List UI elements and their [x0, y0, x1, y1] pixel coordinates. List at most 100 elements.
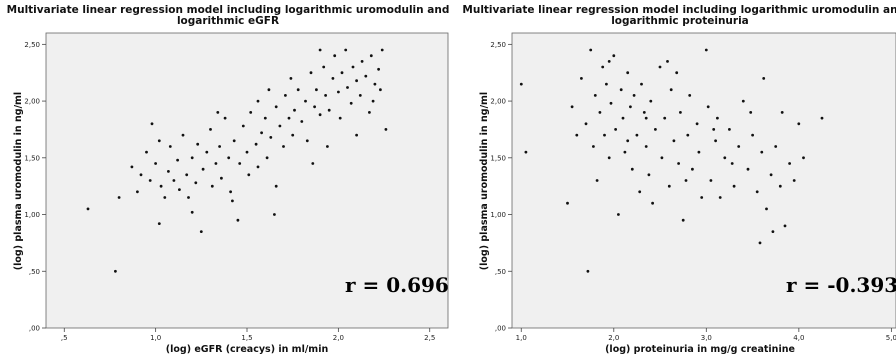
correlation-annotation: r = -0.393 [786, 273, 896, 297]
data-point [741, 99, 745, 103]
y-axis-label: (log) plasma uromodulin in ng/ml [479, 92, 490, 270]
data-point [178, 188, 181, 192]
x-axis-label: (log) eGFR (creacys) in ml/min [166, 344, 329, 354]
y-tick-label: ,50 [29, 268, 40, 276]
data-point [249, 111, 253, 114]
data-point [566, 201, 569, 205]
data-point [218, 145, 222, 148]
data-point [660, 156, 664, 160]
data-point [663, 116, 667, 120]
data-point [619, 88, 623, 92]
data-point [313, 105, 316, 109]
data-point [644, 145, 648, 148]
data-point [190, 210, 194, 214]
data-point [751, 133, 754, 137]
data-point [324, 94, 327, 97]
data-point [254, 142, 258, 146]
data-point [274, 105, 278, 109]
data-point [229, 190, 233, 194]
data-point [247, 173, 251, 177]
data-point [778, 184, 782, 188]
data-point [377, 67, 380, 71]
y-tick-label: ,00 [495, 325, 506, 333]
data-point [327, 108, 331, 112]
data-point [626, 71, 630, 75]
data-point [369, 54, 373, 58]
data-point [355, 133, 358, 137]
data-point [114, 269, 117, 273]
data-point [783, 224, 787, 228]
data-point [607, 60, 611, 63]
correlation-annotation: r = 0.696 [345, 273, 449, 297]
y-tick-label: 2,50 [24, 41, 40, 49]
data-point [718, 196, 722, 199]
data-point [273, 213, 276, 216]
data-point [716, 116, 719, 120]
data-point [194, 181, 198, 185]
data-point [635, 133, 639, 137]
data-point [241, 124, 245, 128]
chart-panel-egfr: Multivariate linear regression model inc… [7, 4, 450, 354]
data-point [788, 162, 791, 165]
data-point [117, 196, 121, 199]
chart-title: Multivariate linear regression model inc… [462, 4, 896, 16]
data-point [658, 65, 662, 69]
data-point [338, 116, 342, 120]
data-point [86, 207, 90, 211]
data-point [274, 184, 278, 188]
data-point [340, 71, 344, 75]
data-point [797, 122, 801, 126]
chart-title-line-2: logarithmic eGFR [177, 15, 279, 27]
data-point [305, 139, 309, 143]
data-point [267, 88, 271, 92]
y-axis-label: (log) plasma uromodulin in ng/ml [13, 92, 24, 270]
data-point [346, 86, 349, 89]
data-point [598, 111, 602, 114]
data-point [704, 48, 708, 52]
y-tick-label: ,50 [495, 268, 506, 276]
data-point [820, 116, 824, 120]
data-point [695, 122, 699, 126]
data-point [580, 77, 583, 80]
data-point [570, 105, 574, 109]
data-point [688, 94, 692, 97]
data-point [304, 99, 307, 103]
data-point [136, 190, 139, 194]
data-point [168, 145, 172, 148]
data-point [231, 199, 234, 203]
data-point [589, 48, 593, 52]
data-point [311, 162, 315, 165]
data-point [595, 179, 599, 182]
data-point [697, 150, 701, 154]
data-point [765, 207, 768, 211]
data-point [524, 150, 528, 154]
x-axis-label: (log) proteinuria in mg/g creatinine [605, 344, 795, 354]
data-point [780, 111, 784, 114]
data-point [364, 74, 368, 78]
x-tick-label: 1,0 [516, 334, 527, 342]
data-point [647, 173, 651, 177]
data-point [358, 94, 362, 97]
x-tick-label: 5,0 [886, 334, 896, 342]
data-point [649, 99, 653, 103]
data-point [185, 173, 189, 177]
data-point [584, 122, 588, 126]
data-point [227, 156, 231, 160]
data-point [762, 77, 766, 80]
data-point [216, 111, 220, 114]
data-point [593, 94, 597, 97]
data-point [667, 184, 671, 188]
chart-panel-proteinuria: Multivariate linear regression model inc… [462, 4, 896, 354]
data-point [368, 111, 371, 114]
data-point [607, 156, 611, 160]
x-tick-label: 2,0 [333, 334, 344, 342]
data-point [730, 162, 734, 165]
data-point [172, 179, 176, 182]
data-point [344, 48, 348, 52]
data-point [728, 127, 731, 131]
data-point [263, 116, 267, 120]
data-point [220, 176, 223, 180]
data-point [586, 269, 590, 273]
data-point [384, 127, 388, 131]
data-point [278, 124, 282, 128]
